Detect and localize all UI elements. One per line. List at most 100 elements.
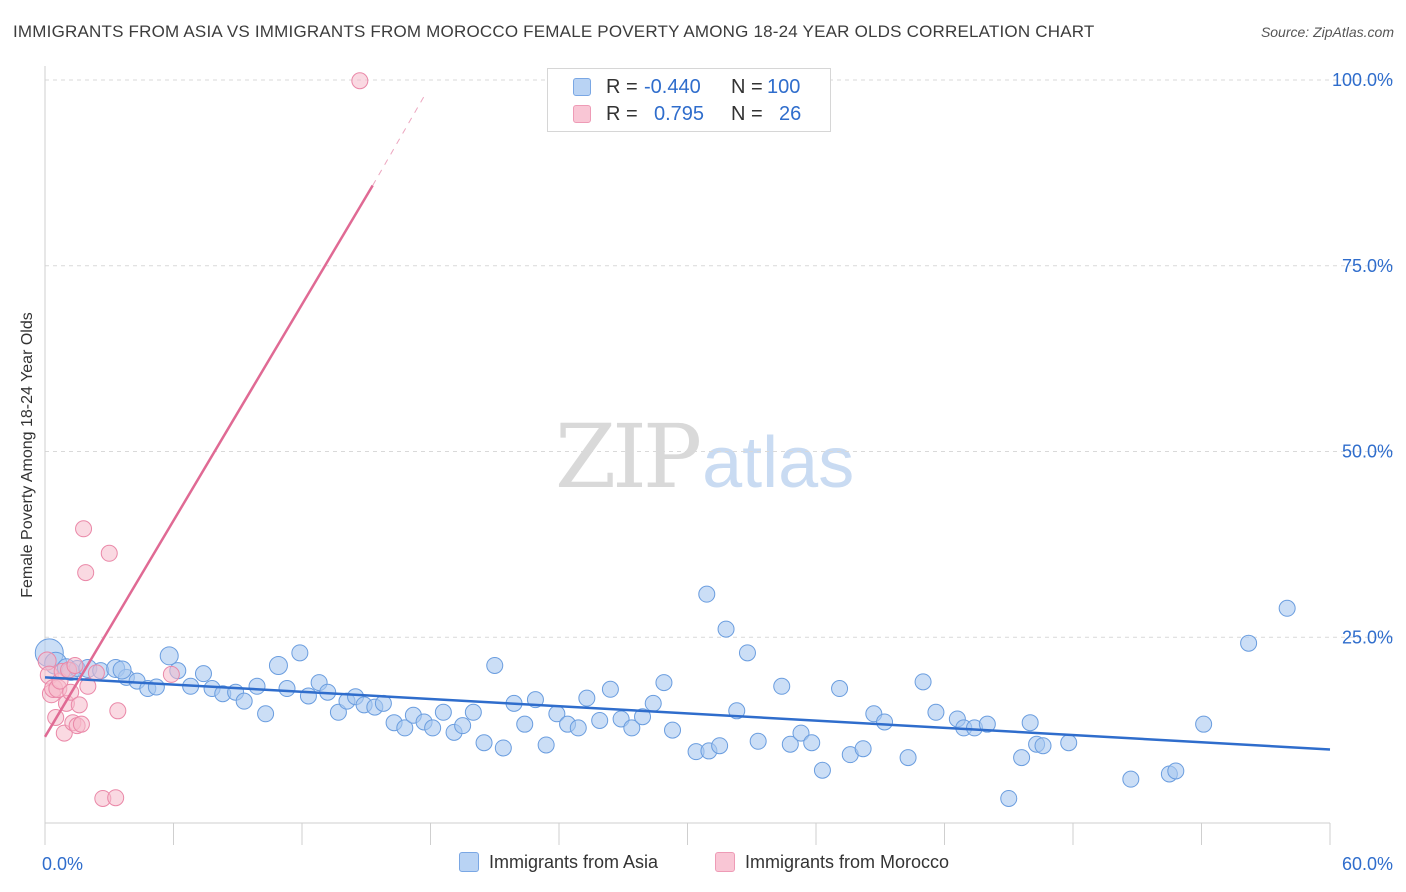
watermark: ZIPatlas [555,405,854,508]
asia-point-53 [578,689,596,707]
asia-point-47 [516,715,534,733]
asia-trend-line [44,676,1331,751]
morocco-point-15 [70,696,88,714]
asia-point-54 [591,711,609,729]
asia-point-70 [773,677,791,695]
y-tick-label-100: 100.0% [1332,70,1393,90]
asia-point-19 [235,692,253,710]
asia-point-92 [1122,770,1140,788]
asia-point-20 [248,677,266,695]
legend-asia-swatch [459,852,479,872]
asia-point-75 [831,680,849,698]
morocco-r-value: 0.795 [654,103,705,125]
asia-point-95 [1195,715,1213,733]
morocco-point-25 [162,665,180,683]
morocco-r-label: R = [606,103,638,125]
asia-point-77 [854,740,872,758]
asia-point-94 [1167,762,1185,780]
legend-row-morocco: R = 0.795 N = 26 [548,101,830,127]
morocco-point-21 [100,544,118,562]
asia-point-65 [711,737,729,755]
asia-point-66 [717,620,735,638]
asia-point-72 [792,724,810,742]
chart-title: IMMIGRANTS FROM ASIA VS IMMIGRANTS FROM … [13,22,1095,41]
asia-point-23 [278,680,296,698]
legend-asia-label: Immigrants from Asia [489,852,659,872]
asia-point-58 [634,708,652,726]
asia-point-55 [601,680,619,698]
asia-point-52 [569,719,587,737]
asia-point-25 [299,687,317,705]
x-tick-label-0: 0.0% [42,854,83,874]
asia-point-39 [434,703,452,721]
morocco-trend-extension [372,92,427,186]
asia-r-value: -0.440 [644,76,701,98]
asia-point-88 [1021,714,1039,732]
asia-point-11 [147,678,165,696]
asia-point-21 [257,705,275,723]
asia-point-44 [486,656,504,674]
asia-n-value: 100 [767,76,801,98]
correlation-legend: R = -0.440 N = 100 R = 0.795 N = 26 [547,68,831,132]
asia-point-82 [927,703,945,721]
watermark-zip: ZIP [555,405,702,508]
asia-n-label: N = [731,76,763,98]
morocco-n-value: 26 [779,103,802,125]
asia-point-15 [194,665,212,683]
legend-morocco-swatch [715,852,735,872]
asia-point-99 [112,660,132,680]
morocco-point-23 [107,789,125,807]
asia-point-69 [749,732,767,750]
asia-point-79 [876,713,894,731]
asia-point-42 [464,703,482,721]
asia-point-73 [803,734,821,752]
y-tick-label-25: 25.0% [1342,627,1393,647]
morocco-point-26 [351,72,369,90]
asia-point-71 [781,735,799,753]
asia-point-41 [454,717,472,735]
asia-point-97 [1278,599,1296,617]
asia-swatch [573,78,591,96]
x-tick-label-60: 60.0% [1342,854,1393,874]
morocco-point-18 [77,564,95,582]
asia-point-61 [664,721,682,739]
legend-item-asia: Immigrants from Asia [459,852,658,873]
morocco-point-19 [79,677,97,695]
asia-point-59 [644,694,662,712]
morocco-point-16 [72,715,90,733]
asia-point-68 [738,644,756,662]
asia-point-45 [494,739,512,757]
legend-item-morocco: Immigrants from Morocco [715,852,949,873]
asia-point-12 [159,646,179,666]
morocco-point-17 [75,520,93,538]
asia-r-label: R = [606,76,638,98]
asia-point-90 [1000,789,1018,807]
asia-point-43 [475,734,493,752]
legend-row-asia: R = -0.440 N = 100 [548,74,830,100]
asia-point-24 [291,644,309,662]
morocco-point-24 [109,702,127,720]
watermark-atlas: atlas [702,423,855,503]
legend-morocco-label: Immigrants from Morocco [745,852,950,872]
morocco-point-20 [87,664,105,682]
asia-point-22 [268,655,288,675]
source-credit: Source: ZipAtlas.com [1260,24,1394,40]
asia-point-57 [623,719,641,737]
y-tick-label-75: 75.0% [1342,256,1393,276]
asia-point-91 [1034,737,1052,755]
morocco-point-13 [66,656,84,674]
morocco-swatch [573,105,591,123]
morocco-n-label: N = [731,103,763,125]
asia-point-49 [537,736,555,754]
asia-point-62 [698,585,716,603]
asia-point-81 [914,673,932,691]
y-tick-label-50: 50.0% [1342,442,1393,462]
asia-point-87 [1013,749,1031,767]
morocco-trend-line [43,184,374,738]
asia-point-35 [396,719,414,737]
asia-point-38 [424,719,442,737]
asia-point-98 [1060,734,1078,752]
asia-point-86 [978,715,996,733]
asia-point-96 [1240,634,1258,652]
